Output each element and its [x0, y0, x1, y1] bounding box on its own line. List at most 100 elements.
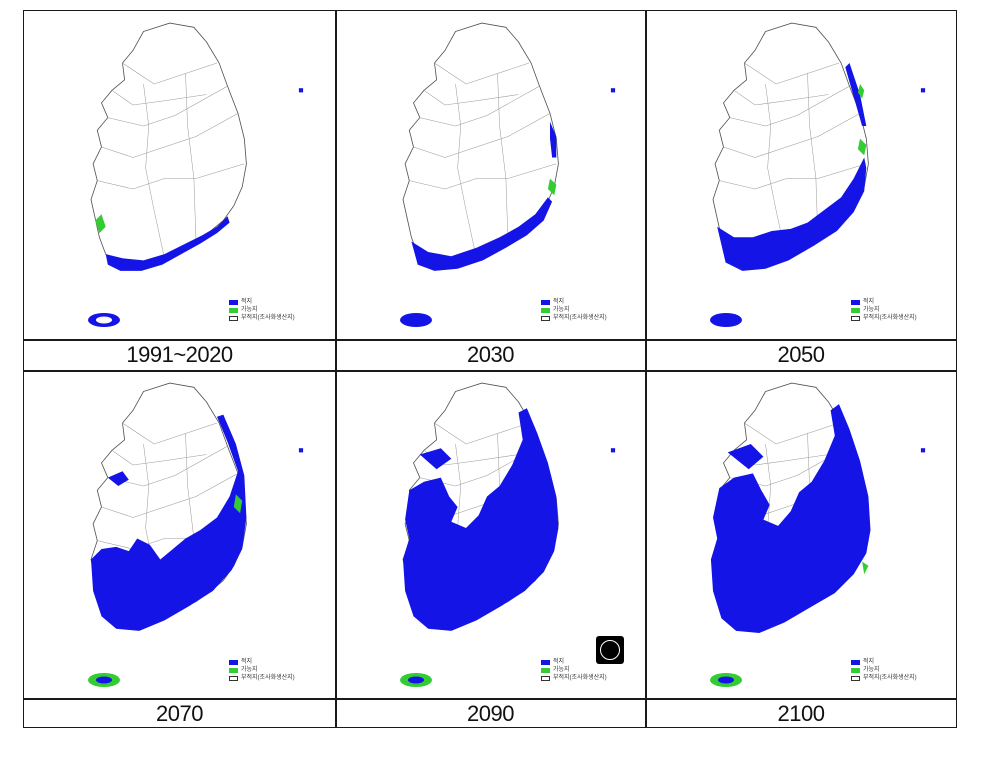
legend-swatch — [851, 315, 860, 321]
grid-divider — [24, 370, 956, 372]
legend-item: 부적지(조사화생산지) — [541, 314, 607, 322]
possible-area — [233, 494, 243, 514]
suitable-area — [91, 414, 247, 631]
suitable-area — [845, 63, 867, 126]
legend-item: 가능지 — [851, 666, 917, 674]
legend-swatch — [541, 667, 550, 673]
suitable-area — [411, 197, 553, 271]
jeju-core — [718, 316, 734, 324]
legend-item: 가능지 — [541, 306, 607, 314]
year-label: 2050 — [777, 342, 825, 367]
legend-swatch — [229, 307, 238, 313]
ulleung-island — [610, 448, 616, 453]
legend-swatch — [229, 659, 238, 665]
suitable-area — [419, 448, 452, 470]
suitable-area — [717, 157, 867, 271]
legend-item: 가능지 — [229, 306, 295, 314]
legend-item: 부적지(조사화생산지) — [229, 314, 295, 322]
legend-swatch — [541, 659, 550, 665]
legend-item: 적지 — [851, 658, 917, 666]
legend-item: 가능지 — [851, 306, 917, 314]
jeju-core — [408, 316, 424, 324]
legend-item: 적지 — [541, 658, 607, 666]
jeju-core — [96, 676, 112, 684]
figure-grid: 적지 가능지 부적지(조사화생산지) 적지 가능지 부적지(조사화생산지) 적지 가능지 부적지… — [23, 10, 957, 728]
legend-label: 가능지 — [863, 307, 880, 313]
ulleung-island — [610, 88, 616, 93]
legend-item: 부적지(조사화생산지) — [229, 674, 295, 682]
ulleung-island — [298, 448, 304, 453]
suitable-area — [107, 471, 129, 486]
suitable-area — [550, 121, 557, 158]
legend-label: 가능지 — [241, 307, 258, 313]
legend-item: 적지 — [229, 298, 295, 306]
ulleung-island — [298, 88, 304, 93]
possible-area — [95, 214, 106, 234]
korea-map-2090 — [400, 382, 616, 687]
grid-divider — [335, 11, 337, 727]
possible-area — [862, 561, 869, 575]
legend-item: 적지 — [851, 298, 917, 306]
suitable-area — [105, 216, 230, 271]
legend-item: 부적지(조사화생산지) — [541, 674, 607, 682]
legend-swatch — [229, 315, 238, 321]
legend-item: 가능지 — [229, 666, 295, 674]
legend-swatch — [851, 667, 860, 673]
year-label: 2090 — [467, 701, 514, 726]
legend-label: 부적지(조사화생산지) — [553, 675, 607, 681]
legend-label: 가능지 — [241, 667, 258, 673]
legend-label: 가능지 — [863, 667, 880, 673]
year-label: 2030 — [467, 342, 514, 367]
year-label: 2100 — [777, 701, 825, 726]
camera-overlay-icon — [596, 636, 624, 664]
peninsula-outline — [90, 22, 247, 270]
legend-item: 부적지(조사화생산지) — [851, 314, 917, 322]
peninsula-outline — [402, 22, 559, 270]
legend-label: 부적지(조사화생산지) — [553, 315, 607, 321]
legend-item: 적지 — [229, 658, 295, 666]
legend-swatch — [541, 315, 550, 321]
legend-label: 가능지 — [553, 667, 570, 673]
year-label: 2070 — [156, 701, 203, 726]
legend-swatch — [229, 675, 238, 681]
ulleung-island — [920, 448, 926, 453]
legend-label: 부적지(조사화생산지) — [863, 315, 917, 321]
district-borders — [97, 62, 245, 259]
korea-map-2030 — [400, 22, 616, 327]
district-borders — [97, 422, 245, 619]
legend-swatch — [851, 299, 860, 305]
legend-swatch — [229, 667, 238, 673]
legend-label: 적지 — [863, 299, 875, 305]
legend-item: 가능지 — [541, 666, 607, 674]
legend-label: 가능지 — [553, 307, 570, 313]
possible-area — [857, 84, 865, 99]
legend-label: 부적지(조사화생산지) — [863, 675, 917, 681]
legend-label: 적지 — [863, 659, 875, 665]
jeju-core — [718, 676, 734, 684]
korea-map-2100 — [710, 382, 926, 687]
suitable-area — [727, 444, 764, 470]
legend-swatch — [851, 675, 860, 681]
legend-label: 부적지(조사화생산지) — [241, 315, 295, 321]
jeju-core — [96, 316, 112, 324]
legend-item: 적지 — [541, 298, 607, 306]
legend-item: 부적지(조사화생산지) — [851, 674, 917, 682]
legend-swatch — [851, 659, 860, 665]
korea-map-1991~2020 — [88, 22, 304, 327]
korea-map-2070 — [88, 382, 304, 687]
legend-label: 적지 — [241, 659, 253, 665]
legend-label: 부적지(조사화생산지) — [241, 675, 295, 681]
ulleung-island — [920, 88, 926, 93]
suitable-area — [403, 408, 559, 631]
year-label: 1991~2020 — [126, 342, 233, 367]
legend-swatch — [541, 675, 550, 681]
legend-label: 적지 — [553, 659, 565, 665]
legend-label: 적지 — [241, 299, 253, 305]
district-borders — [719, 62, 867, 259]
legend-swatch — [229, 299, 238, 305]
